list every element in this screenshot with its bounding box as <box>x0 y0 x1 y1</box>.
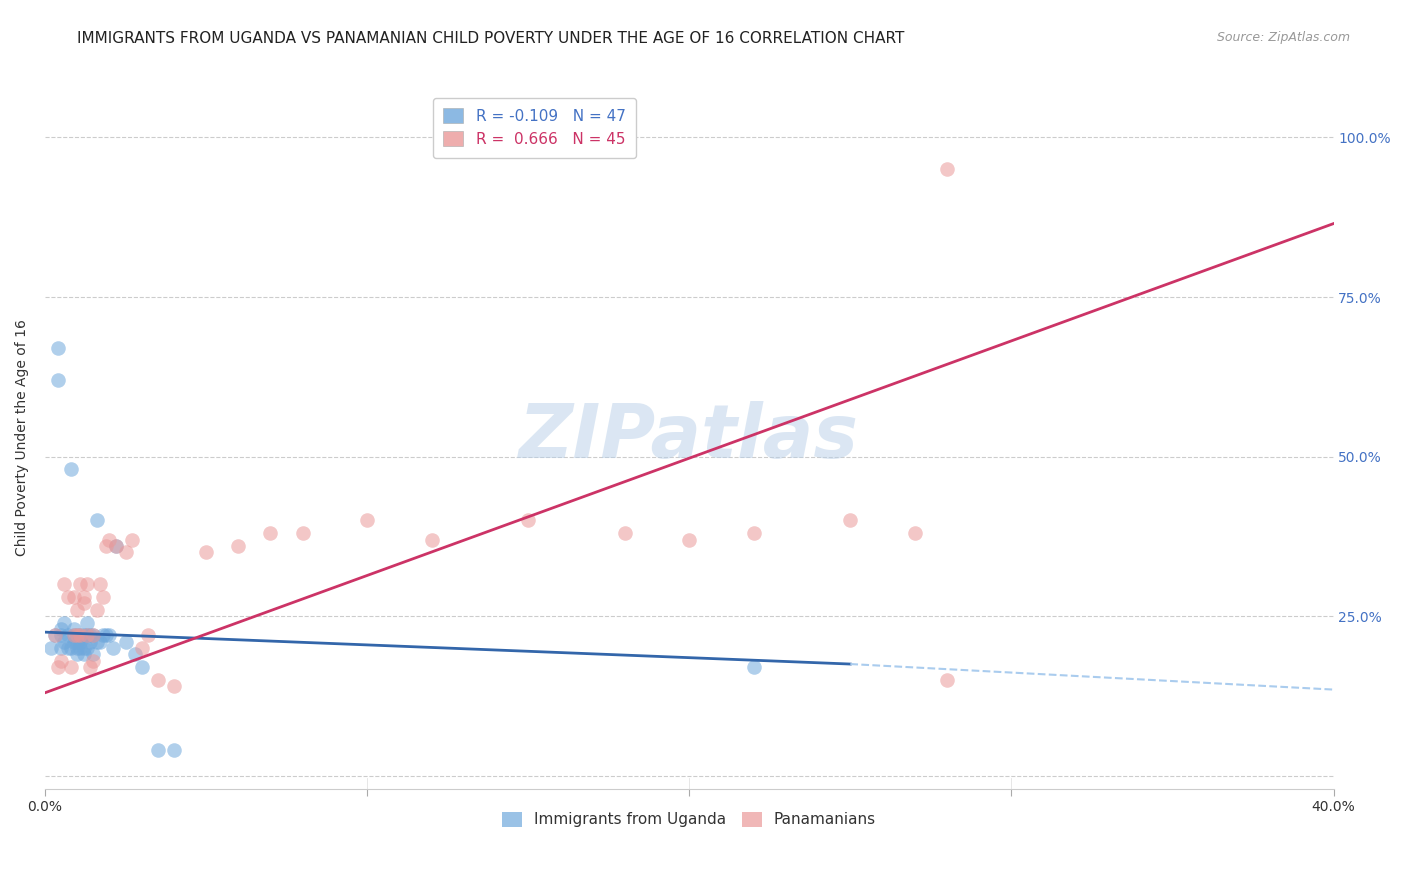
Point <box>131 660 153 674</box>
Point <box>195 545 218 559</box>
Point <box>49 628 72 642</box>
Point <box>86 513 108 527</box>
Point <box>44 628 66 642</box>
Point <box>63 628 86 642</box>
Point <box>66 634 89 648</box>
Point <box>63 622 86 636</box>
Point <box>226 539 249 553</box>
Point <box>69 641 91 656</box>
Point <box>46 341 69 355</box>
Text: ZIPatlas: ZIPatlas <box>519 401 859 474</box>
Point <box>131 641 153 656</box>
Point <box>76 615 98 630</box>
Point <box>79 634 101 648</box>
Point <box>98 628 121 642</box>
Point <box>56 641 79 656</box>
Point <box>101 641 124 656</box>
Point <box>46 373 69 387</box>
Point <box>76 641 98 656</box>
Point <box>124 648 146 662</box>
Point <box>53 615 76 630</box>
Point <box>82 628 104 642</box>
Point <box>96 539 118 553</box>
Point <box>72 628 94 642</box>
Point <box>69 628 91 642</box>
Point <box>72 641 94 656</box>
Point <box>678 533 700 547</box>
Point <box>146 673 169 687</box>
Point <box>936 673 959 687</box>
Point <box>76 628 98 642</box>
Point <box>63 628 86 642</box>
Point <box>59 641 82 656</box>
Point <box>82 648 104 662</box>
Point <box>91 590 114 604</box>
Point <box>96 628 118 642</box>
Point <box>104 539 127 553</box>
Point <box>49 641 72 656</box>
Point <box>163 743 186 757</box>
Point <box>63 634 86 648</box>
Point <box>136 628 159 642</box>
Point <box>114 634 136 648</box>
Point <box>76 577 98 591</box>
Text: IMMIGRANTS FROM UGANDA VS PANAMANIAN CHILD POVERTY UNDER THE AGE OF 16 CORRELATI: IMMIGRANTS FROM UGANDA VS PANAMANIAN CHI… <box>77 31 904 46</box>
Point <box>66 648 89 662</box>
Point <box>46 660 69 674</box>
Point <box>742 526 765 541</box>
Point <box>41 641 63 656</box>
Point <box>839 513 862 527</box>
Point <box>69 634 91 648</box>
Point <box>66 628 89 642</box>
Point <box>72 648 94 662</box>
Point <box>53 577 76 591</box>
Point <box>904 526 927 541</box>
Point <box>89 577 111 591</box>
Point <box>49 622 72 636</box>
Point <box>79 628 101 642</box>
Point <box>291 526 314 541</box>
Point <box>69 577 91 591</box>
Point <box>69 628 91 642</box>
Point <box>76 628 98 642</box>
Point <box>56 590 79 604</box>
Point <box>121 533 143 547</box>
Text: Source: ZipAtlas.com: Source: ZipAtlas.com <box>1216 31 1350 45</box>
Point <box>79 660 101 674</box>
Point <box>49 654 72 668</box>
Point <box>104 539 127 553</box>
Legend: Immigrants from Uganda, Panamanians: Immigrants from Uganda, Panamanians <box>496 805 882 833</box>
Point <box>259 526 281 541</box>
Point <box>146 743 169 757</box>
Point <box>44 628 66 642</box>
Point <box>59 660 82 674</box>
Point <box>613 526 636 541</box>
Point <box>356 513 378 527</box>
Point <box>936 162 959 177</box>
Point <box>89 634 111 648</box>
Point <box>82 628 104 642</box>
Point <box>63 590 86 604</box>
Point <box>86 603 108 617</box>
Point <box>163 679 186 693</box>
Point <box>114 545 136 559</box>
Point <box>517 513 540 527</box>
Point <box>86 634 108 648</box>
Point <box>72 596 94 610</box>
Point <box>66 628 89 642</box>
Y-axis label: Child Poverty Under the Age of 16: Child Poverty Under the Age of 16 <box>15 319 30 556</box>
Point <box>72 590 94 604</box>
Point <box>56 628 79 642</box>
Point <box>66 603 89 617</box>
Point <box>59 462 82 476</box>
Point <box>98 533 121 547</box>
Point <box>53 634 76 648</box>
Point <box>420 533 443 547</box>
Point <box>742 660 765 674</box>
Point <box>66 641 89 656</box>
Point <box>91 628 114 642</box>
Point <box>82 654 104 668</box>
